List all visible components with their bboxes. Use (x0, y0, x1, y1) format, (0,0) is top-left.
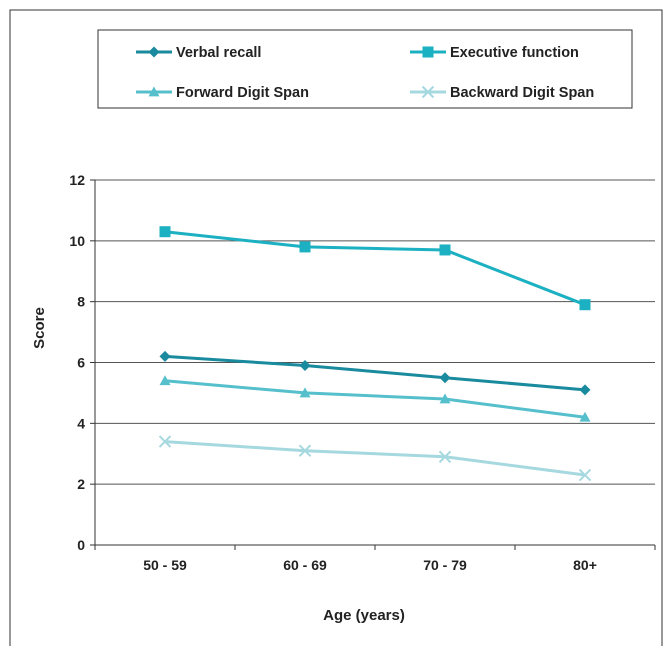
data-point (159, 350, 171, 362)
y-tick-label: 0 (77, 537, 85, 553)
series-executive-function (159, 226, 591, 311)
series-line (164, 379, 586, 419)
data-point (578, 468, 592, 482)
series-forward-digit-span (159, 375, 591, 422)
x-tick-label: 80+ (573, 557, 597, 573)
x-tick-labels: 50 - 59 60 - 69 70 - 79 80+ (94, 545, 656, 573)
y-tick-label: 4 (77, 415, 85, 431)
series-verbal-recall (159, 350, 591, 396)
legend-label: Executive function (450, 45, 579, 61)
data-point (159, 226, 171, 238)
y-tick-label: 10 (69, 233, 85, 249)
y-tick-label: 8 (77, 294, 85, 310)
data-point (298, 444, 312, 457)
series-line (164, 354, 586, 392)
legend-marker (148, 46, 160, 58)
y-tick-labels: 0 2 4 6 8 10 12 (69, 172, 85, 553)
plot-area: 0 2 4 6 8 10 12 50 - 59 60 - 69 70 - 79 80+ (69, 172, 656, 573)
data-point (579, 299, 591, 311)
data-point (439, 393, 451, 404)
legend-item: Backward Digit Span (410, 85, 594, 101)
gridlines (90, 179, 655, 546)
data-point (579, 384, 591, 396)
legend-label: Backward Digit Span (450, 85, 594, 101)
x-tick-label: 50 - 59 (143, 557, 187, 573)
data-point (158, 435, 172, 448)
x-tick-label: 60 - 69 (283, 557, 327, 573)
data-point (579, 411, 591, 422)
series-line (164, 440, 586, 477)
data-point (438, 450, 452, 463)
data-point (299, 241, 311, 253)
x-axis-title: Age (years) (323, 607, 405, 624)
data-point (439, 244, 451, 256)
legend: Verbal recall Executive function Forward D… (97, 29, 633, 109)
series-backward-digit-span (158, 435, 592, 482)
series-line (164, 230, 586, 307)
legend-marker (421, 85, 435, 99)
data-point (159, 375, 171, 386)
legend-label: Verbal recall (176, 45, 261, 61)
legend-box (97, 29, 633, 109)
series-layer (158, 226, 592, 482)
y-axis-title: Score (31, 307, 48, 349)
data-point (299, 387, 311, 398)
legend-marker (148, 86, 160, 97)
legend-item: Forward Digit Span (136, 85, 309, 101)
y-tick-label: 12 (69, 172, 85, 188)
x-tick-label: 70 - 79 (423, 557, 467, 573)
chart-frame (9, 9, 663, 646)
legend-marker (422, 46, 434, 58)
legend-item: Executive function (410, 45, 579, 61)
legend-item: Verbal recall (136, 45, 261, 61)
legend-label: Forward Digit Span (176, 85, 309, 101)
y-tick-label: 2 (77, 476, 85, 492)
data-point (439, 372, 451, 384)
y-tick-label: 6 (77, 355, 85, 371)
data-point (299, 360, 311, 372)
